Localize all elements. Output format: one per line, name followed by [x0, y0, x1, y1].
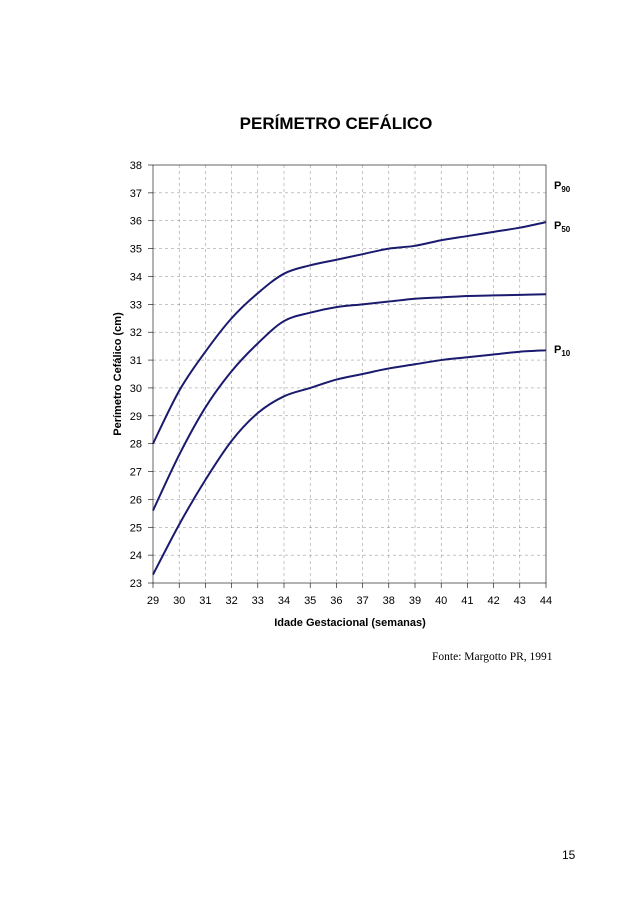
plot-area-border — [152, 164, 547, 584]
y-tick-label: 26 — [130, 494, 142, 506]
series-line-p10 — [152, 349, 547, 576]
y-tick-label: 35 — [130, 244, 142, 256]
y-tick-label: 29 — [130, 411, 142, 423]
x-tick-label: 40 — [435, 595, 447, 607]
y-axis-title: Perímetro Cefálico (cm) — [112, 312, 124, 436]
y-tick-label: 28 — [130, 439, 142, 451]
series-label-subscript: 90 — [561, 185, 570, 194]
x-tick-label: 33 — [252, 595, 264, 607]
series-label-subscript: 50 — [561, 225, 570, 234]
x-axis: 29 30 31 32 33 34 35 36 37 38 39 40 41 42 43 44 — [147, 583, 552, 607]
series-line-p50 — [152, 293, 547, 511]
y-tick-label: 24 — [130, 550, 142, 562]
y-tick-label: 30 — [130, 383, 142, 395]
x-tick-label: 43 — [514, 595, 526, 607]
x-tick-label: 42 — [487, 595, 499, 607]
y-tick-label: 34 — [130, 271, 142, 283]
y-tick-label: 33 — [130, 299, 142, 311]
series-label-subscript: 10 — [561, 349, 570, 358]
y-tick-label: 32 — [130, 327, 142, 339]
y-tick-label: 38 — [130, 160, 142, 172]
y-tick-label: 25 — [130, 522, 142, 534]
series-label-p10: P10 — [554, 344, 571, 358]
series-lines — [152, 221, 547, 576]
y-tick-label: 27 — [130, 467, 142, 479]
head-circumference-chart: PERÍMETRO CEFÁLICO 29 30 31 32 33 34 35 36 37 38 3… — [112, 114, 571, 629]
series-label-p50: P50 — [554, 220, 571, 234]
series-label-main: P — [554, 344, 561, 356]
x-tick-label: 36 — [330, 595, 342, 607]
x-axis-title: Idade Gestacional (semanas) — [274, 617, 426, 629]
source-note: Fonte: Margotto PR, 1991 — [432, 651, 553, 663]
x-tick-label: 34 — [278, 595, 290, 607]
page-number: 15 — [562, 848, 576, 862]
y-tick-label: 31 — [130, 355, 142, 367]
y-axis: 23 24 25 26 27 28 29 30 31 32 33 34 35 36 37 38 — [130, 160, 153, 590]
y-tick-label: 36 — [130, 216, 142, 228]
series-label-main: P — [554, 220, 561, 232]
x-tick-label: 35 — [304, 595, 316, 607]
x-tick-label: 37 — [356, 595, 368, 607]
grid-lines — [153, 165, 546, 583]
chart-title: PERÍMETRO CEFÁLICO — [240, 114, 433, 133]
series-label-p90: P90 — [554, 180, 571, 194]
y-tick-label: 37 — [130, 188, 142, 200]
x-tick-label: 39 — [409, 595, 421, 607]
x-tick-label: 30 — [173, 595, 185, 607]
series-label-main: P — [554, 180, 561, 192]
x-tick-label: 41 — [461, 595, 473, 607]
x-tick-label: 31 — [199, 595, 211, 607]
series-line-p90 — [152, 221, 547, 445]
x-tick-label: 29 — [147, 595, 159, 607]
x-tick-label: 38 — [383, 595, 395, 607]
y-tick-label: 23 — [130, 578, 142, 590]
x-tick-label: 32 — [225, 595, 237, 607]
x-tick-label: 44 — [540, 595, 552, 607]
